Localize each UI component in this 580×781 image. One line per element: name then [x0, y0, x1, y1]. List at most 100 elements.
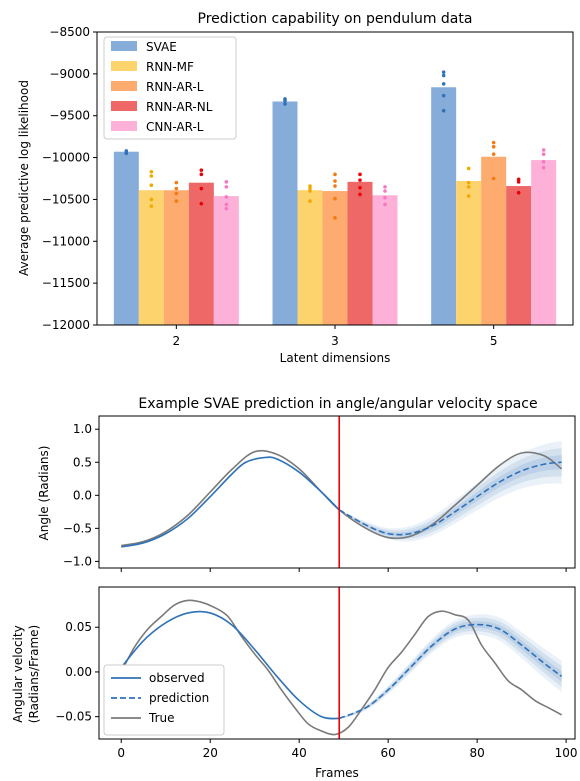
observed-line	[121, 456, 340, 548]
data-point	[383, 195, 387, 200]
bar	[113, 151, 139, 325]
x-tick-label: 0	[117, 746, 125, 760]
y-tick-label: −10500	[42, 192, 90, 206]
data-point	[491, 144, 496, 149]
x-tick-label: 20	[203, 746, 218, 760]
data-point	[441, 93, 446, 98]
data-point	[541, 165, 546, 170]
angle-chart-frame	[98, 415, 576, 569]
y-tick-label: −9000	[49, 67, 90, 81]
data-point	[308, 189, 312, 193]
uncertainty-band	[121, 440, 562, 548]
bar-chart-title: Prediction capability on pendulum data	[198, 11, 473, 27]
y-tick-label: −11500	[42, 276, 90, 290]
velocity-chart-lines	[120, 587, 563, 739]
bar	[272, 101, 298, 326]
y-tick-label: 0.0	[73, 488, 92, 502]
angle-chart-title: Example SVAE prediction in angle/angular…	[138, 396, 537, 412]
true-line	[120, 599, 563, 736]
angle-chart-lines	[121, 416, 563, 568]
x-tick-label: 5	[490, 334, 498, 348]
legend-label: SVAE	[146, 40, 177, 54]
observed-line	[120, 610, 340, 720]
y-tick-label: −1.0	[63, 554, 92, 568]
data-point	[516, 190, 521, 195]
data-point	[358, 172, 362, 177]
legend-label: RNN-AR-NL	[146, 100, 213, 114]
angle-chart-ylabel: Angle (Radians)	[37, 446, 51, 541]
data-point	[199, 172, 204, 177]
y-tick-label: 0.05	[65, 620, 92, 634]
data-point	[149, 174, 154, 178]
velocity-chart-ylabel-line2: (Radians/Frame)	[27, 625, 41, 723]
data-point	[516, 177, 521, 182]
bar	[213, 196, 239, 325]
velocity-chart-axes: 0.05 0.00 −0.05 0 20 40 60 80 100	[55, 620, 577, 760]
y-tick-label: −9500	[49, 109, 90, 123]
velocity-chart-ylabel-line1: Angular velocity	[11, 625, 25, 722]
legend-label: True	[148, 711, 175, 725]
bar-chart-frame	[96, 31, 574, 326]
legend-swatch	[111, 121, 137, 131]
x-tick-label: 80	[469, 746, 484, 760]
data-point	[308, 186, 312, 191]
data-point	[308, 184, 312, 188]
prediction-line	[338, 461, 562, 536]
data-point	[199, 168, 204, 172]
velocity-chart-xlabel: Frames	[315, 766, 359, 780]
x-tick-label: 100	[555, 746, 578, 760]
bar	[347, 181, 373, 325]
angle-chart-axes: 1.0 0.5 0.0 −0.5 −1.0	[63, 422, 567, 572]
data-point	[441, 108, 446, 113]
data-point	[541, 148, 546, 152]
data-point	[149, 183, 154, 187]
y-tick-label: 0.00	[65, 665, 92, 679]
data-point	[174, 199, 179, 203]
legend-label: prediction	[149, 691, 209, 705]
bar	[431, 87, 457, 325]
data-point	[333, 179, 337, 183]
bar	[531, 160, 557, 325]
bar	[163, 190, 189, 325]
data-point	[383, 202, 387, 207]
legend-label: RNN-MF	[146, 60, 194, 74]
legend-swatch	[111, 101, 137, 111]
data-point	[149, 170, 154, 174]
data-point	[491, 152, 496, 157]
data-point	[199, 201, 204, 206]
data-point	[541, 152, 546, 157]
data-point	[383, 185, 387, 189]
x-tick-label: 60	[381, 746, 396, 760]
data-point	[541, 159, 546, 164]
bar-chart-legend: SVAE RNN-MF RNN-AR-L RNN-AR-NL CNN-AR-L	[103, 36, 237, 140]
bar-chart-xlabel: Latent dimensions	[280, 351, 391, 365]
angle-chart: Example SVAE prediction in angle/angular…	[37, 396, 576, 572]
data-point	[308, 199, 312, 203]
bar-chart-ylabel: Average predictive log likelihood	[17, 80, 31, 276]
bar	[456, 181, 482, 325]
legend-label: observed	[149, 671, 205, 685]
legend-label: CNN-AR-L	[146, 120, 204, 134]
legend-swatch	[111, 41, 137, 51]
x-tick-label: 40	[292, 746, 307, 760]
bar	[297, 190, 323, 325]
prediction-line	[338, 623, 563, 720]
data-point	[149, 204, 154, 208]
data-point	[466, 166, 471, 171]
data-point	[383, 189, 387, 193]
bar	[322, 191, 348, 325]
data-point	[333, 216, 337, 220]
bar	[481, 156, 507, 325]
y-tick-label: 0.5	[73, 455, 92, 469]
bar-chart-points	[124, 70, 546, 220]
data-point	[224, 195, 229, 199]
legend-swatch	[111, 81, 137, 91]
data-point	[224, 180, 229, 184]
data-point	[224, 206, 229, 211]
data-point	[333, 196, 337, 201]
y-tick-label: −8500	[49, 25, 90, 39]
velocity-chart-frame	[98, 586, 576, 740]
velocity-chart-uncertainty-bands	[121, 610, 562, 720]
y-tick-label: −0.5	[63, 521, 92, 535]
